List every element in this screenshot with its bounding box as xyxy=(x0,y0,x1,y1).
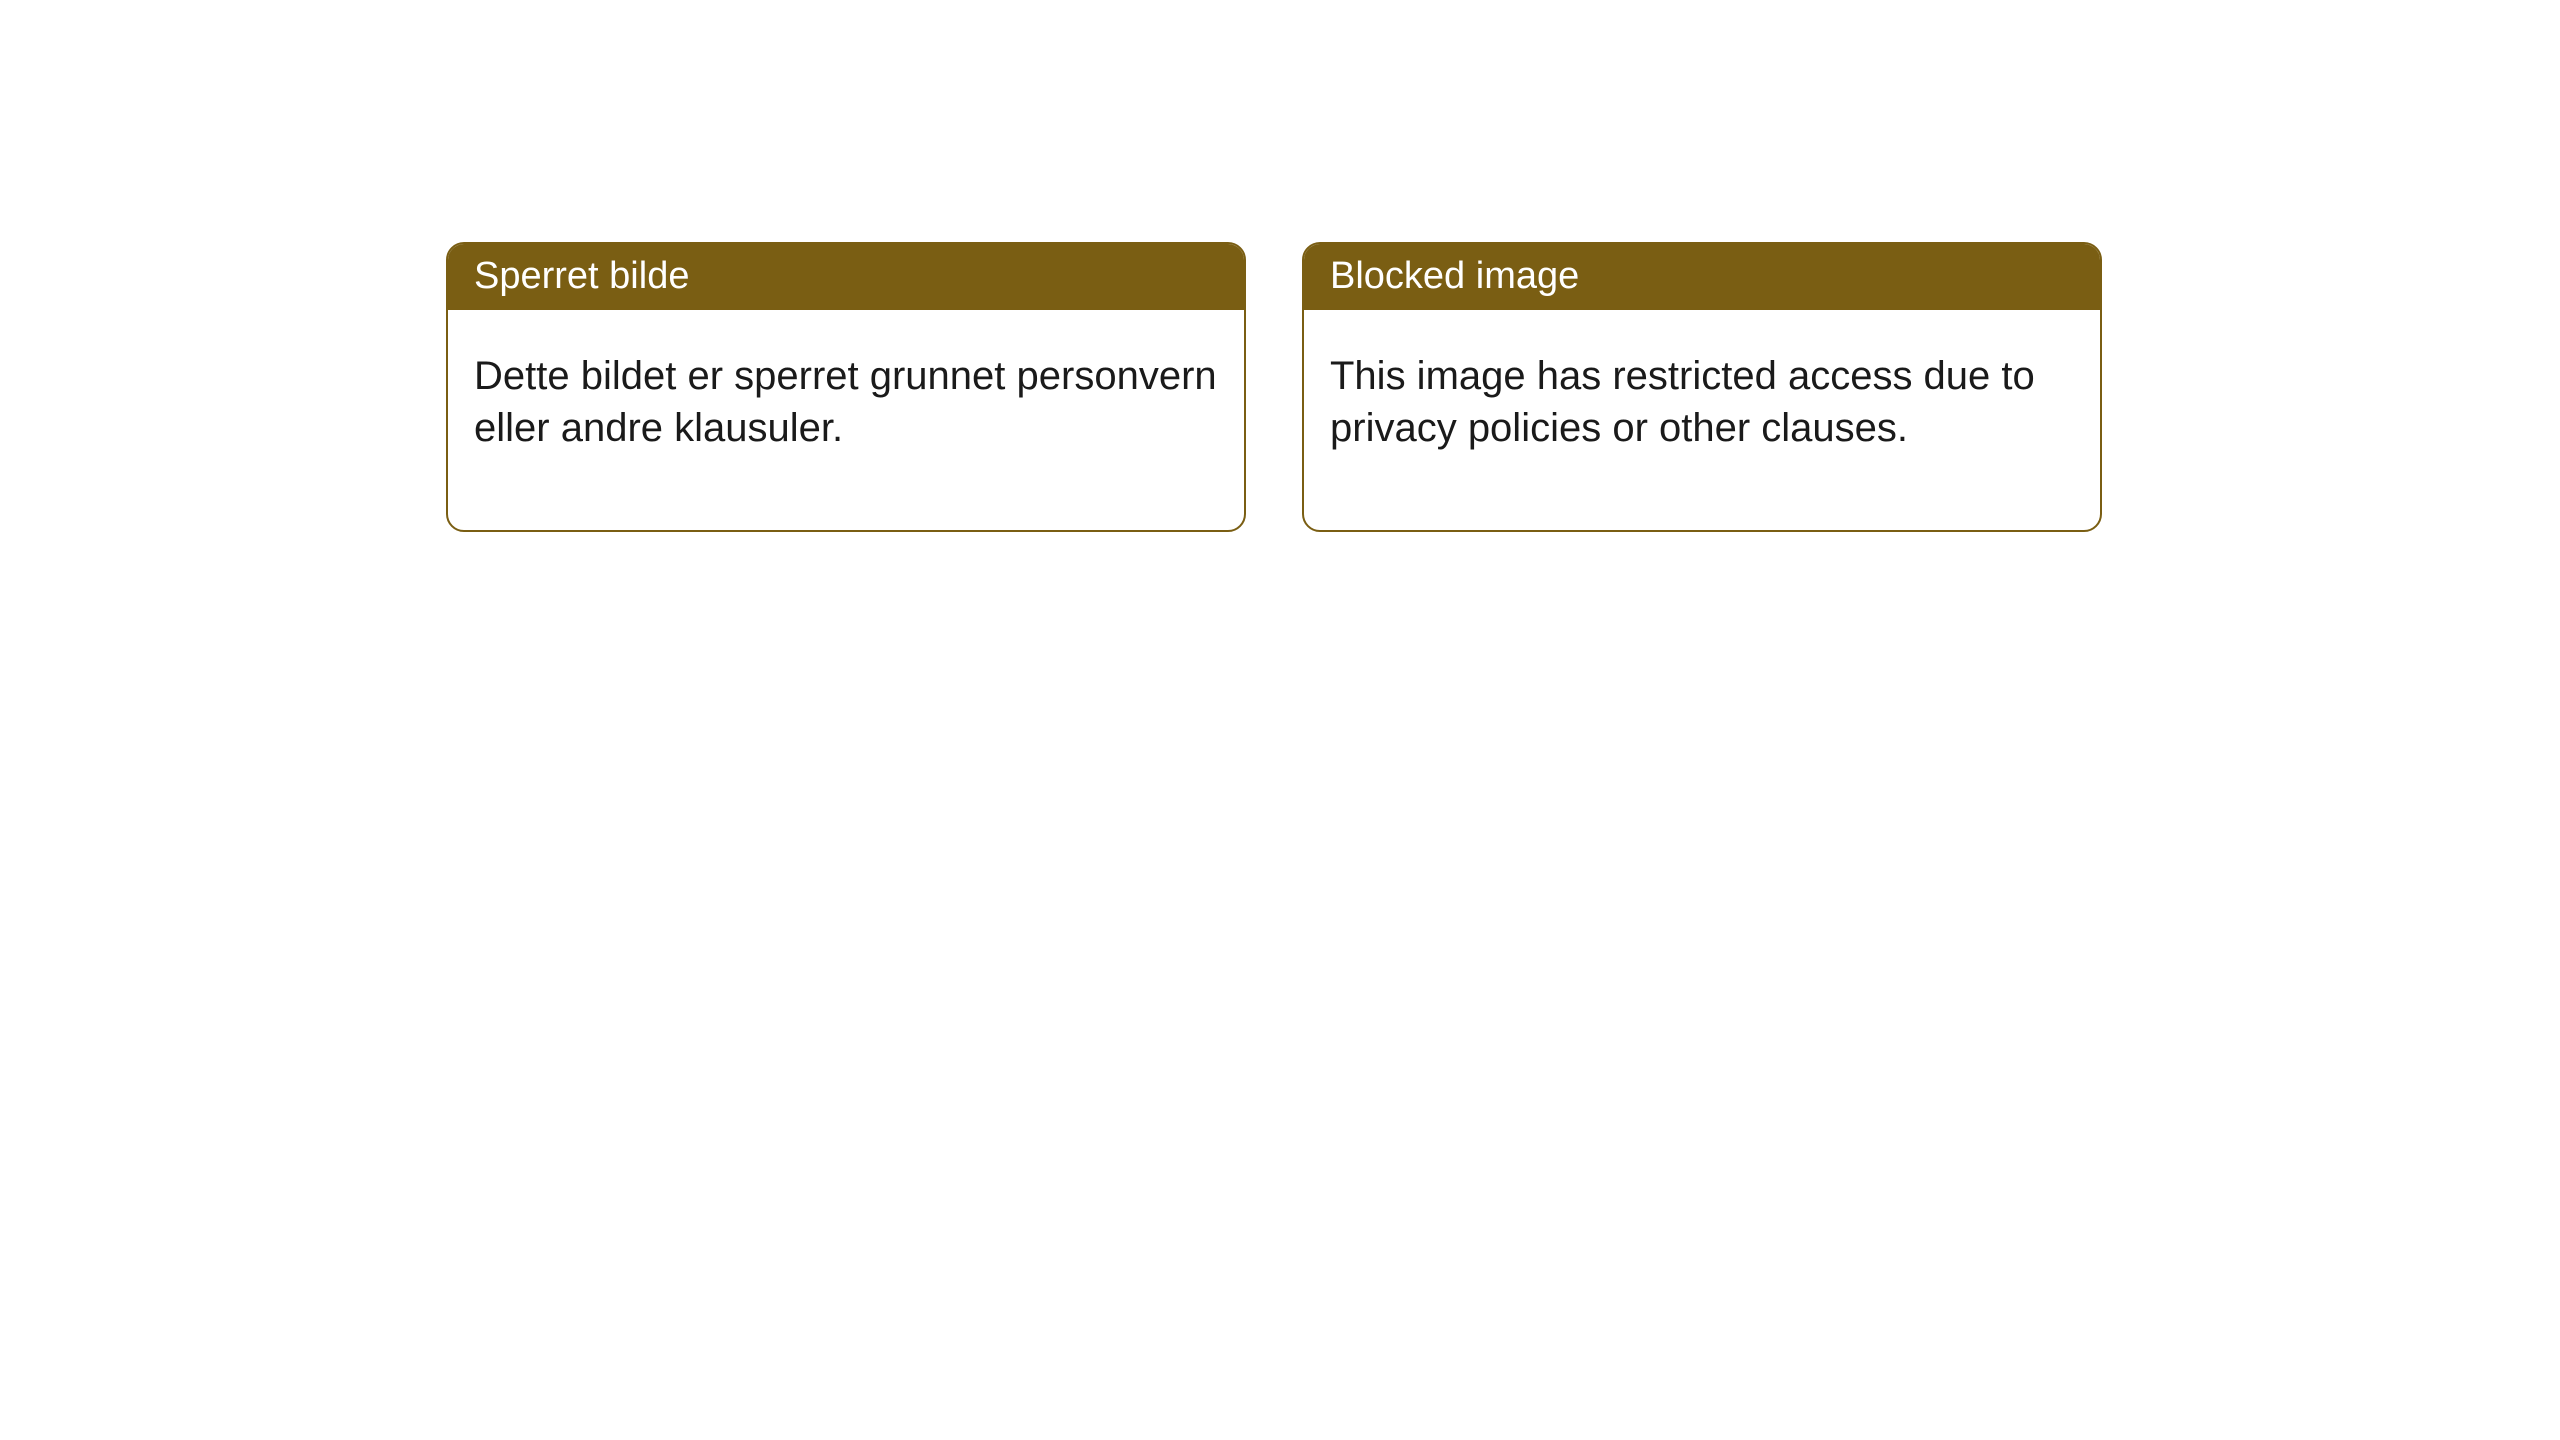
card-title: Sperret bilde xyxy=(474,255,689,297)
blocked-image-card-norwegian: Sperret bilde Dette bildet er sperret gr… xyxy=(446,242,1246,532)
blocked-image-notice-container: Sperret bilde Dette bildet er sperret gr… xyxy=(446,242,2102,532)
card-header: Blocked image xyxy=(1304,244,2100,310)
card-body: Dette bildet er sperret grunnet personve… xyxy=(448,310,1244,530)
card-title: Blocked image xyxy=(1330,255,1579,297)
card-message: This image has restricted access due to … xyxy=(1330,354,2035,450)
card-body: This image has restricted access due to … xyxy=(1304,310,2100,530)
card-header: Sperret bilde xyxy=(448,244,1244,310)
card-message: Dette bildet er sperret grunnet personve… xyxy=(474,354,1217,450)
blocked-image-card-english: Blocked image This image has restricted … xyxy=(1302,242,2102,532)
